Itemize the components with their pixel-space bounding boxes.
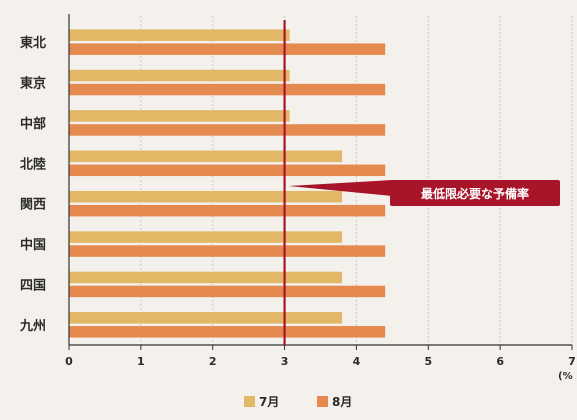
x-tick-label: 5: [424, 355, 432, 368]
x-axis: 0 1 2 3 4 5 6 7 (%: [65, 14, 576, 382]
x-tick-label: 7: [568, 355, 576, 368]
x-tick-label: 4: [353, 355, 361, 368]
x-tick-label: 0: [65, 355, 73, 368]
legend-label: 8月: [332, 395, 352, 409]
bar-august: [69, 285, 386, 298]
bar-july: [69, 29, 290, 41]
reference-line-group: 最低限必要な予備率: [283, 20, 560, 345]
category-label: 東北: [20, 35, 46, 51]
bar-august: [69, 43, 386, 55]
bar-july: [69, 110, 290, 122]
bar-july: [69, 271, 343, 284]
bar-august: [69, 124, 386, 136]
bars: [69, 29, 386, 338]
x-unit-label: (%: [558, 371, 573, 382]
bar-august: [69, 83, 386, 96]
category-label: 北陸: [20, 156, 46, 172]
bar-july: [69, 190, 343, 203]
category-label: 中国: [20, 237, 46, 253]
category-label: 九州: [19, 319, 46, 334]
legend-label: 7月: [259, 395, 279, 409]
category-label: 四国: [20, 278, 46, 293]
callout-label: 最低限必要な予備率: [421, 186, 529, 201]
bar-july: [69, 69, 290, 82]
legend-swatch: [244, 396, 255, 407]
category-label: 関西: [20, 198, 46, 213]
category-label: 中部: [20, 116, 46, 132]
bar-august: [69, 164, 386, 177]
x-tick-label: 3: [281, 355, 289, 368]
x-tick-label: 6: [496, 355, 504, 368]
bar-august: [69, 204, 386, 217]
bar-august: [69, 326, 386, 338]
x-tick-label: 1: [137, 355, 145, 368]
legend: 7月 8月: [244, 395, 352, 409]
bar-july: [69, 312, 343, 324]
bar-august: [69, 245, 386, 257]
bar-july: [69, 231, 343, 243]
callout-pointer: [288, 180, 392, 196]
bar-july: [69, 150, 343, 163]
x-tick-label: 2: [209, 355, 217, 368]
legend-swatch: [317, 396, 328, 407]
category-label: 東京: [20, 76, 46, 92]
callout-box: [390, 180, 560, 206]
